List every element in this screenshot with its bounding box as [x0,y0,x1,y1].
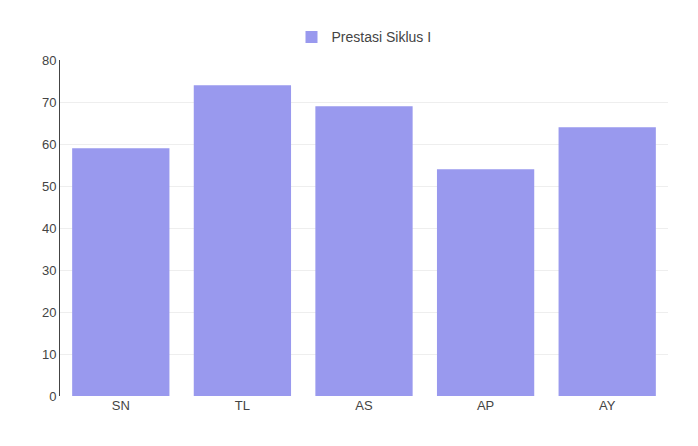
svg-text:10: 10 [42,347,56,362]
svg-text:70: 70 [42,95,56,110]
svg-text:80: 80 [42,53,56,68]
svg-text:AS: AS [355,398,373,413]
svg-text:60: 60 [42,137,56,152]
svg-text:Prestasi Siklus I: Prestasi Siklus I [332,29,432,45]
svg-text:40: 40 [42,221,56,236]
svg-text:0: 0 [49,389,56,404]
svg-text:50: 50 [42,179,56,194]
svg-text:SN: SN [112,398,130,413]
svg-text:30: 30 [42,263,56,278]
svg-text:AP: AP [477,398,494,413]
svg-text:AY: AY [599,398,616,413]
svg-text:TL: TL [235,398,250,413]
svg-text:20: 20 [42,305,56,320]
